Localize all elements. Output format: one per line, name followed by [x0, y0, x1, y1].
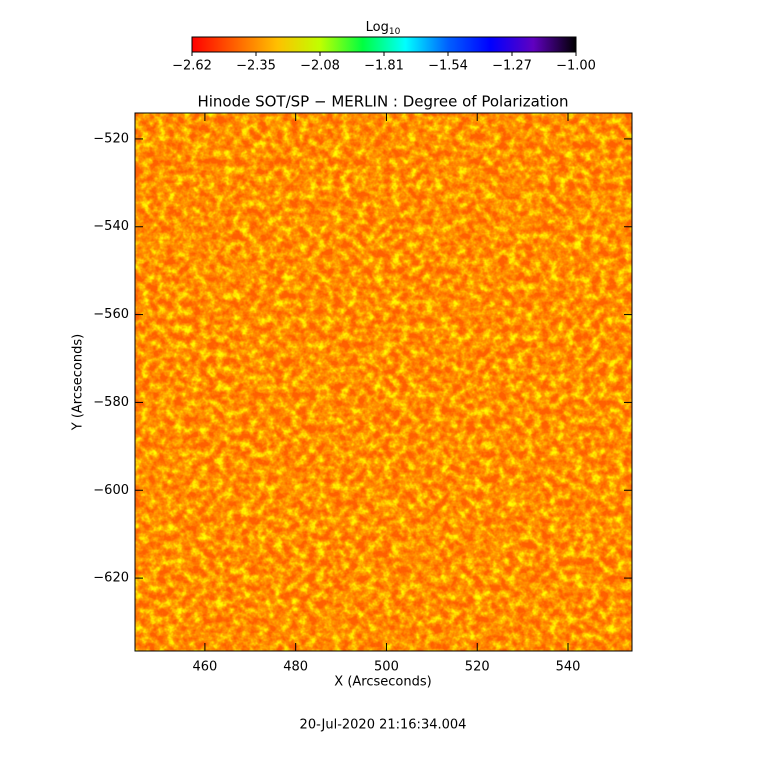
plot-frame — [134, 112, 633, 652]
colorbar-label-base: Log — [366, 20, 389, 35]
x-tick-label: 520 — [465, 660, 490, 675]
x-axis-label: X (Arcseconds) — [334, 675, 431, 690]
x-tick-label: 480 — [283, 660, 308, 675]
y-tick-label: −560 — [93, 307, 129, 322]
colorbar-tick-label: −1.54 — [428, 59, 468, 74]
y-tick-label: −580 — [93, 395, 129, 410]
colorbar-tick-label: −1.27 — [492, 59, 532, 74]
y-tick-label: −620 — [93, 571, 129, 586]
colorbar-tick-label: −2.35 — [236, 59, 276, 74]
colorbar-tick-label: −1.00 — [556, 59, 596, 74]
colorbar-tick-label: −2.62 — [172, 59, 212, 74]
x-tick-label: 500 — [374, 660, 399, 675]
chart-title: Hinode SOT/SP − MERLIN : Degree of Polar… — [197, 93, 568, 111]
colorbar-label: Log10 — [366, 20, 401, 37]
colorbar-tick-label: −1.81 — [364, 59, 404, 74]
y-tick-label: −520 — [93, 131, 129, 146]
colorbar — [191, 36, 577, 53]
colorbar-label-sub: 10 — [389, 27, 401, 37]
y-tick-label: −540 — [93, 219, 129, 234]
footer-date: 20-Jul-2020 21:16:34.004 — [300, 718, 467, 733]
y-tick-label: −600 — [93, 483, 129, 498]
x-tick-label: 460 — [192, 660, 217, 675]
y-axis-label: Y (Arcseconds) — [71, 334, 86, 431]
x-tick-label: 540 — [556, 660, 581, 675]
heatmap — [135, 113, 632, 651]
colorbar-tick-label: −2.08 — [300, 59, 340, 74]
